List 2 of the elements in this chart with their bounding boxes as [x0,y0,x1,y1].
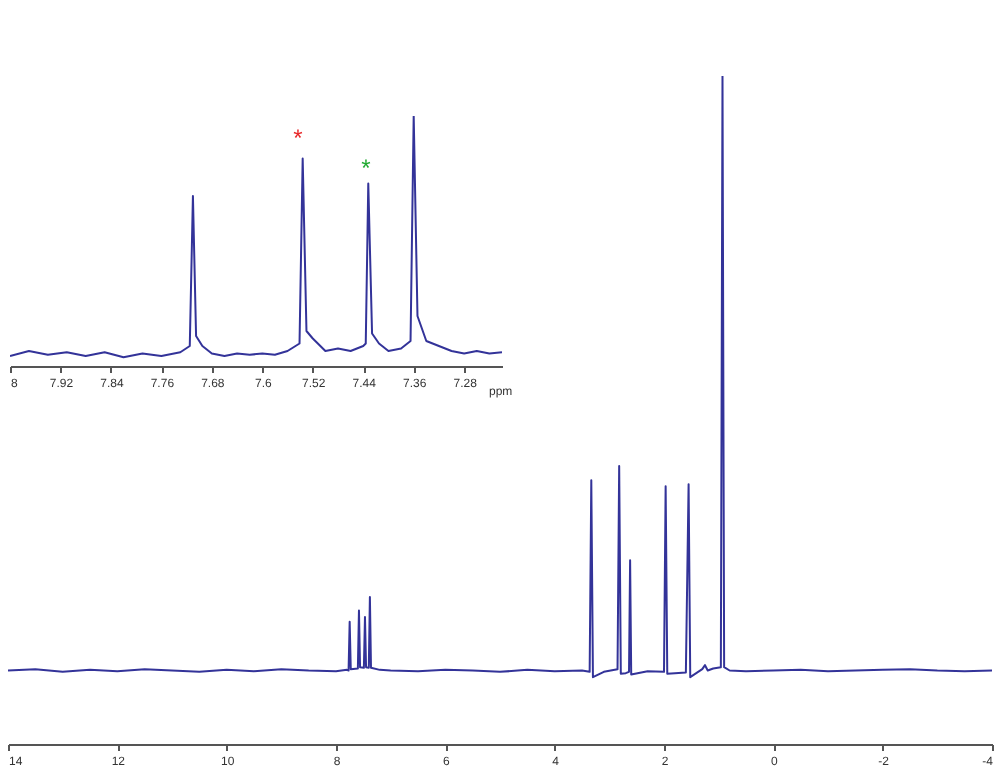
annotation: * [361,154,372,182]
annotation: * [293,124,304,152]
